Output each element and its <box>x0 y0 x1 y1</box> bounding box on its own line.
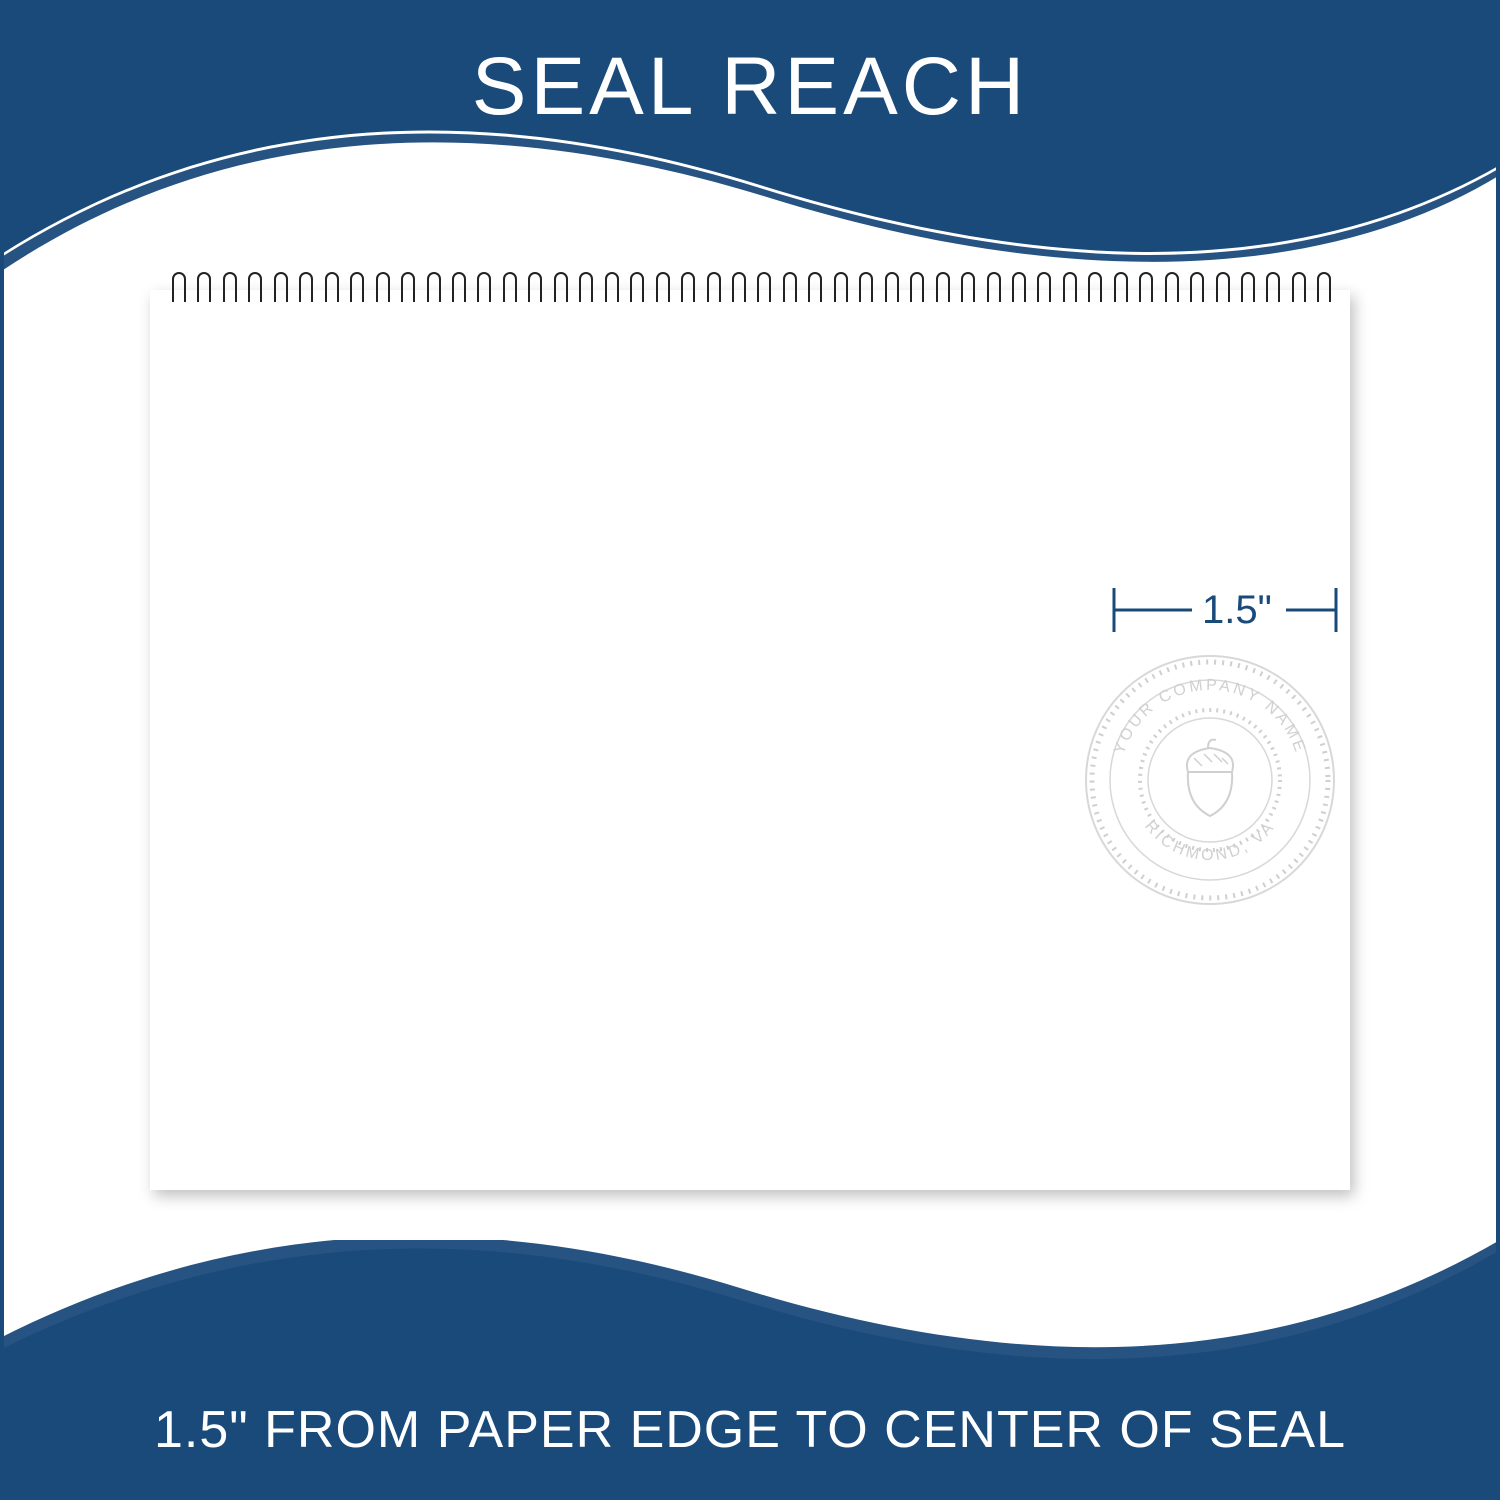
spiral-ring <box>297 272 311 306</box>
spiral-ring <box>577 272 591 306</box>
spiral-ring <box>934 272 948 306</box>
spiral-ring <box>730 272 744 306</box>
spiral-ring <box>679 272 693 306</box>
spiral-ring <box>246 272 260 306</box>
footer-banner: 1.5" FROM PAPER EDGE TO CENTER OF SEAL <box>0 1240 1500 1500</box>
acorn-icon <box>1187 740 1233 816</box>
spiral-ring <box>272 272 286 306</box>
footer-caption: 1.5" FROM PAPER EDGE TO CENTER OF SEAL <box>0 1400 1500 1460</box>
spiral-ring <box>374 272 388 306</box>
spiral-ring <box>450 272 464 306</box>
spiral-ring <box>908 272 922 306</box>
spiral-ring <box>1188 272 1202 306</box>
spiral-ring <box>1086 272 1100 306</box>
spiral-ring <box>1264 272 1278 306</box>
spiral-ring <box>1290 272 1304 306</box>
spiral-ring <box>1239 272 1253 306</box>
measurement-value: 1.5" <box>1202 588 1272 633</box>
spiral-ring <box>1315 272 1329 306</box>
spiral-ring <box>832 272 846 306</box>
seal-company-name: YOUR COMPANY NAME <box>1111 677 1309 757</box>
spiral-ring <box>1112 272 1126 306</box>
spiral-ring <box>806 272 820 306</box>
spiral-ring <box>323 272 337 306</box>
spiral-ring <box>1214 272 1228 306</box>
spiral-ring <box>857 272 871 306</box>
embossed-seal: YOUR COMPANY NAME RICHMOND, VA <box>1080 650 1340 910</box>
spiral-ring <box>755 272 769 306</box>
spiral-ring <box>501 272 515 306</box>
spiral-ring <box>195 272 209 306</box>
spiral-ring <box>552 272 566 306</box>
spiral-ring <box>959 272 973 306</box>
spiral-ring <box>399 272 413 306</box>
footer-swoosh <box>0 1240 1500 1500</box>
spiral-binding <box>170 272 1330 308</box>
spiral-ring <box>985 272 999 306</box>
spiral-ring <box>781 272 795 306</box>
spiral-ring <box>170 272 184 306</box>
spiral-ring <box>603 272 617 306</box>
page-title: SEAL REACH <box>0 40 1500 134</box>
header-banner: SEAL REACH <box>0 0 1500 280</box>
spiral-ring <box>1010 272 1024 306</box>
spiral-ring <box>221 272 235 306</box>
spiral-ring <box>628 272 642 306</box>
seal-location: RICHMOND, VA <box>1141 818 1279 864</box>
spiral-ring <box>705 272 719 306</box>
spiral-ring <box>1035 272 1049 306</box>
spiral-ring <box>1061 272 1075 306</box>
measurement-indicator: 1.5" <box>1110 580 1340 640</box>
spiral-ring <box>654 272 668 306</box>
spiral-ring <box>425 272 439 306</box>
spiral-ring <box>475 272 489 306</box>
spiral-ring <box>526 272 540 306</box>
spiral-ring <box>1163 272 1177 306</box>
spiral-ring <box>348 272 362 306</box>
spiral-ring <box>1137 272 1151 306</box>
spiral-ring <box>883 272 897 306</box>
